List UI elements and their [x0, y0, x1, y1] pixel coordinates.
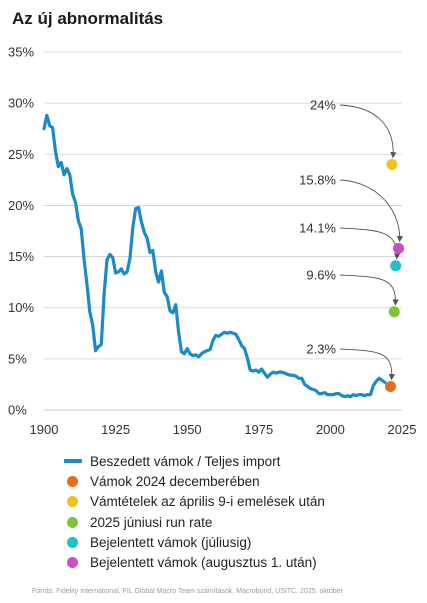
y-tick-label: 15%	[8, 249, 34, 264]
legend-label: Vámtételek az április 9-i emelések után	[90, 494, 325, 510]
x-tick-label: 2025	[388, 422, 417, 437]
legend-label: Bejelentett vámok (júliusig)	[90, 534, 252, 550]
annotation-arrow	[339, 348, 396, 381]
legend-dot-swatch	[67, 516, 78, 528]
legend-label: Bejelentett vámok (augusztus 1. után)	[90, 555, 317, 571]
legend-item: Vámok 2024 decemberében	[64, 471, 325, 491]
annotation-arrow	[339, 227, 401, 260]
y-tick-label: 35%	[8, 45, 34, 60]
point-annotation-label: 9.6%	[306, 268, 336, 283]
x-tick-label: 1925	[101, 422, 130, 437]
legend-label: Vámok 2024 decemberében	[90, 473, 260, 489]
legend-label: 2025 júniusi run rate	[90, 514, 213, 530]
legend-dot-swatch	[67, 475, 78, 487]
x-tick-label: 1950	[173, 422, 202, 437]
chart-title: Az új abnormalitás	[12, 9, 164, 28]
point-annotation-label: 15.8%	[299, 173, 336, 188]
data-point-marker	[393, 242, 405, 254]
x-tick-label: 1900	[30, 422, 59, 437]
data-point-marker	[388, 306, 400, 318]
y-tick-label: 5%	[8, 351, 27, 366]
y-tick-label: 30%	[8, 96, 34, 111]
legend-dot-swatch	[67, 496, 78, 508]
data-point-marker	[390, 260, 402, 272]
point-annotation-label: 24%	[310, 98, 336, 113]
annotation-arrow	[339, 179, 404, 243]
data-point-marker	[385, 380, 397, 392]
legend-item: Vámtételek az április 9-i emelések után	[64, 492, 325, 512]
legend-item: 2025 júniusi run rate	[64, 512, 325, 532]
chart-plot: 0% 5% 10% 15% 20% 25% 30% 35% 1900 1925 1950 1975 20…	[8, 45, 417, 438]
y-tick-label: 25%	[8, 147, 34, 162]
legend-item: Bejelentett vámok (augusztus 1. után)	[64, 552, 325, 572]
annotation-arrow	[339, 104, 397, 159]
chart-legend: Beszedett vámok / Teljes import Vámok 202…	[64, 451, 325, 573]
series-line-import-tariffs	[42, 113, 387, 399]
annotation-arrow	[339, 274, 399, 306]
data-point-marker	[386, 159, 398, 171]
y-tick-label: 20%	[8, 198, 34, 213]
source-note: Forrás: Fidelity International, FIL Glob…	[32, 588, 343, 595]
point-annotation-label: 14.1%	[299, 221, 336, 236]
x-tick-label: 1975	[244, 422, 273, 437]
legend-dot-swatch	[67, 536, 78, 548]
legend-item: Beszedett vámok / Teljes import	[64, 451, 325, 471]
point-annotation-label: 2.3%	[306, 342, 336, 357]
y-tick-label: 10%	[8, 300, 34, 315]
y-tick-label: 0%	[8, 403, 27, 418]
legend-item: Bejelentett vámok (júliusig)	[64, 532, 325, 552]
legend-line-swatch	[64, 459, 82, 464]
x-tick-label: 2000	[316, 422, 345, 437]
legend-dot-swatch	[67, 557, 78, 569]
legend-label: Beszedett vámok / Teljes import	[90, 453, 281, 469]
